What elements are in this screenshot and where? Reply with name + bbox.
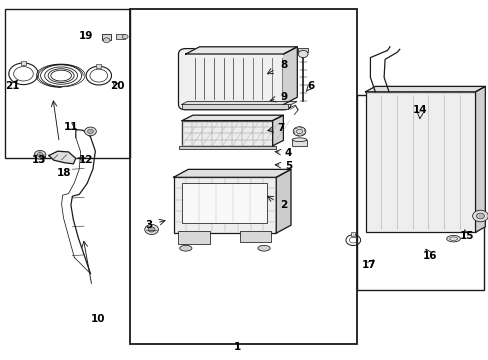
Text: 21: 21 bbox=[5, 81, 20, 91]
Bar bbox=[182, 121, 272, 146]
Ellipse shape bbox=[446, 235, 460, 242]
Ellipse shape bbox=[122, 35, 128, 39]
Ellipse shape bbox=[258, 246, 270, 251]
Bar bbox=[129, 9, 356, 344]
Text: 13: 13 bbox=[32, 155, 46, 165]
Bar bbox=[20, 61, 26, 65]
Bar bbox=[356, 95, 483, 290]
Text: 8: 8 bbox=[280, 60, 286, 70]
Circle shape bbox=[34, 150, 46, 159]
Text: 9: 9 bbox=[280, 92, 286, 102]
Text: 6: 6 bbox=[306, 81, 313, 91]
Bar bbox=[96, 64, 101, 68]
Circle shape bbox=[148, 227, 155, 232]
FancyBboxPatch shape bbox=[178, 49, 290, 110]
Text: 17: 17 bbox=[361, 260, 376, 270]
Text: 11: 11 bbox=[63, 122, 78, 132]
Circle shape bbox=[475, 213, 483, 219]
Bar bbox=[350, 232, 354, 236]
Bar bbox=[102, 34, 111, 40]
Text: 7: 7 bbox=[277, 123, 285, 133]
Polygon shape bbox=[283, 47, 297, 104]
Text: 5: 5 bbox=[285, 161, 291, 171]
Polygon shape bbox=[185, 47, 297, 54]
Circle shape bbox=[144, 225, 158, 235]
Bar bbox=[365, 92, 474, 232]
Text: 18: 18 bbox=[56, 168, 71, 178]
Bar bbox=[239, 231, 271, 242]
Polygon shape bbox=[365, 86, 484, 92]
Text: 15: 15 bbox=[459, 231, 473, 241]
Text: 1: 1 bbox=[233, 342, 240, 352]
Bar bbox=[298, 48, 307, 52]
Polygon shape bbox=[474, 86, 484, 232]
Text: 3: 3 bbox=[145, 220, 152, 230]
Bar bbox=[182, 184, 267, 223]
Polygon shape bbox=[182, 102, 296, 104]
Text: 20: 20 bbox=[110, 81, 124, 91]
Text: 16: 16 bbox=[422, 251, 437, 261]
Polygon shape bbox=[49, 151, 76, 164]
Bar bbox=[178, 231, 210, 244]
Circle shape bbox=[471, 210, 487, 222]
Bar bbox=[182, 104, 287, 109]
Bar bbox=[116, 34, 125, 39]
Bar bbox=[179, 146, 275, 149]
Text: 14: 14 bbox=[412, 105, 427, 115]
Text: 10: 10 bbox=[90, 314, 105, 324]
Circle shape bbox=[87, 129, 93, 134]
Text: 2: 2 bbox=[280, 200, 286, 210]
Bar bbox=[5, 9, 129, 158]
Polygon shape bbox=[272, 115, 283, 146]
Circle shape bbox=[103, 38, 110, 43]
Ellipse shape bbox=[292, 138, 306, 141]
Polygon shape bbox=[182, 115, 283, 121]
Circle shape bbox=[84, 127, 96, 136]
Circle shape bbox=[292, 127, 305, 136]
Bar bbox=[173, 177, 276, 233]
Bar bbox=[292, 140, 306, 146]
Ellipse shape bbox=[180, 246, 192, 251]
Text: 12: 12 bbox=[78, 155, 93, 165]
Text: 4: 4 bbox=[284, 148, 292, 158]
Polygon shape bbox=[276, 170, 290, 233]
Text: 19: 19 bbox=[78, 31, 93, 41]
Polygon shape bbox=[173, 170, 290, 177]
Circle shape bbox=[298, 50, 307, 58]
